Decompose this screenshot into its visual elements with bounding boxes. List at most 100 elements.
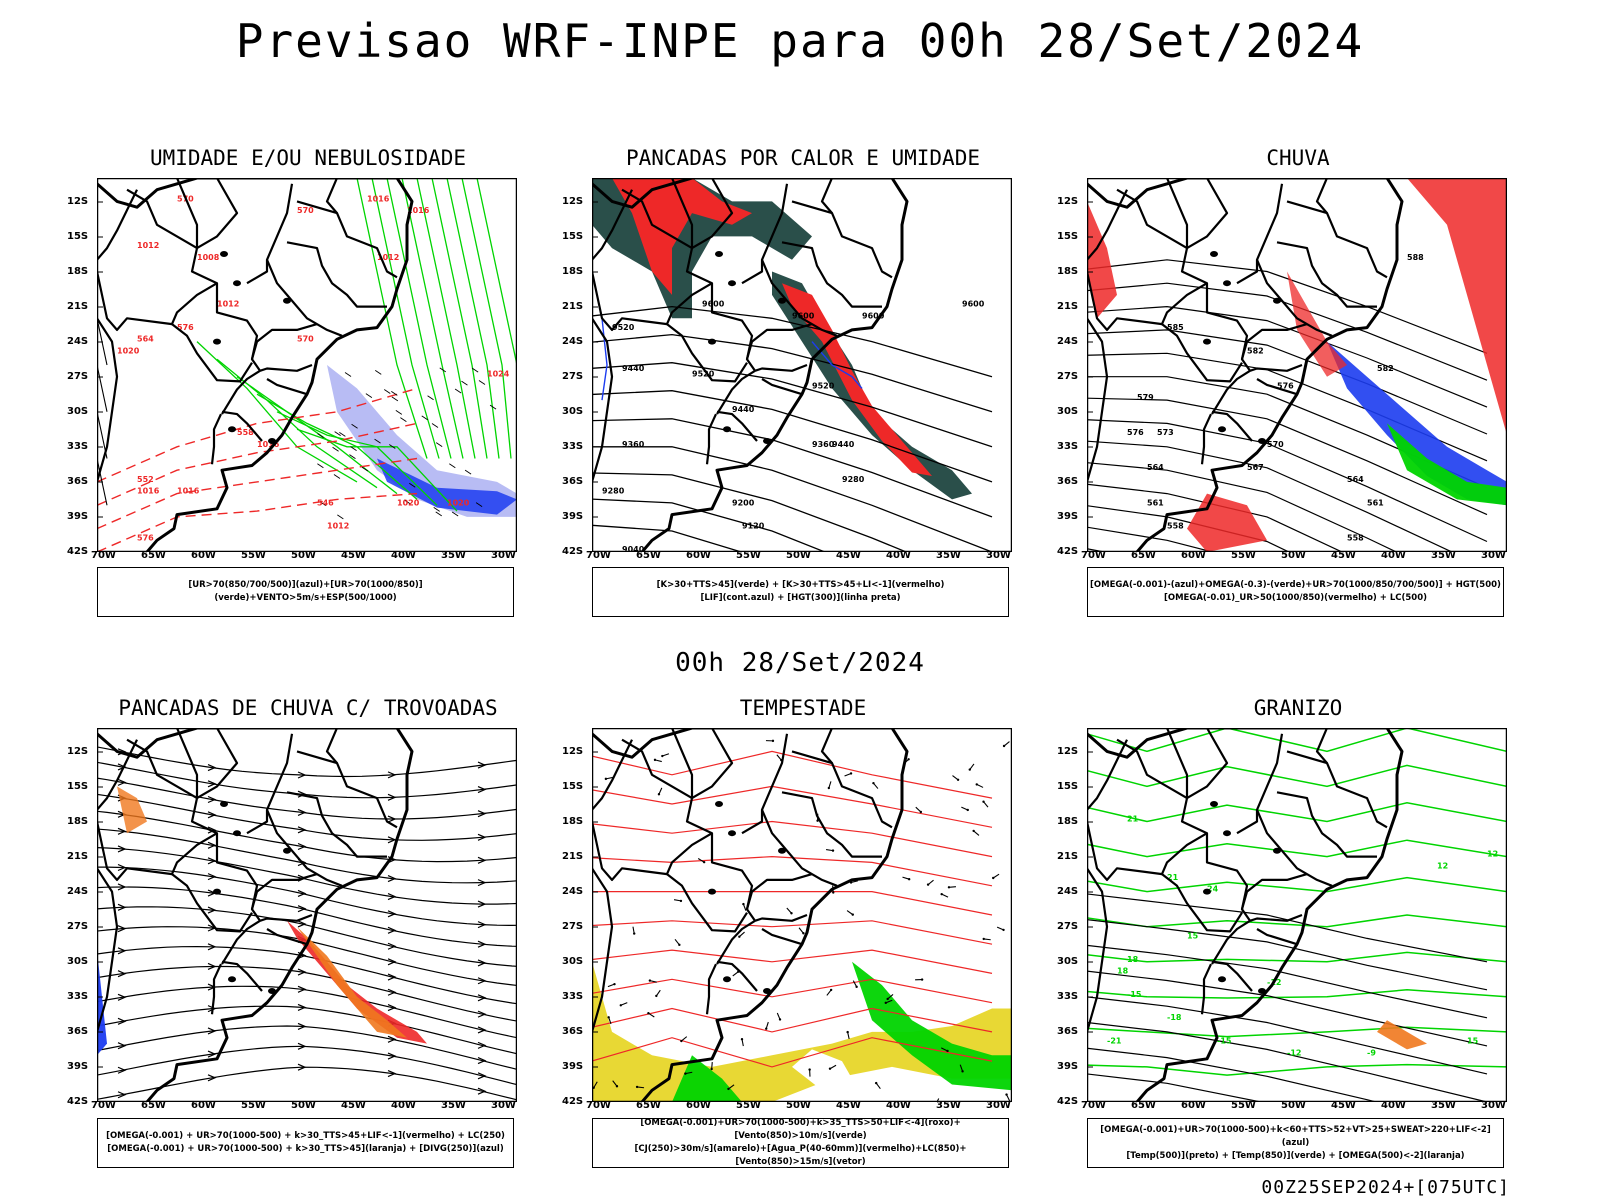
lat-tick-label: 33S [1057, 441, 1078, 452]
lat-tick-label: 24S [67, 336, 88, 347]
lat-tick-label: 18S [1057, 266, 1078, 277]
contour-label: 9520 [812, 381, 835, 390]
lon-tick-label: 35W [1431, 550, 1456, 561]
lon-tick-label: 65W [1131, 550, 1156, 561]
lat-tick-label: 12S [1057, 196, 1078, 207]
lat-tick-label: 18S [562, 816, 583, 827]
lon-tick-label: 60W [1181, 550, 1206, 561]
contour-label: 570 [297, 335, 314, 344]
contour-label: 9120 [742, 522, 765, 531]
lat-tick-label: 21S [1057, 301, 1078, 312]
legend-line: [OMEGA(-0.001) + UR>70(1000-500) + k>30_… [98, 1143, 513, 1156]
panel-title: GRANIZO [1078, 696, 1518, 720]
panel-title: TEMPESTADE [583, 696, 1023, 720]
contour-label: -21 [1107, 1037, 1122, 1046]
contour-label: 9600 [702, 300, 725, 309]
contour-label: 9360 [622, 440, 645, 449]
legend-box: [UR>70(850/700/500)](azul)+[UR>70(1000/8… [97, 567, 514, 617]
lat-tick-label: 15S [67, 781, 88, 792]
contour-label: -18 [1167, 1013, 1182, 1022]
lat-tick-label: 39S [562, 1061, 583, 1072]
lon-tick-label: 30W [491, 1100, 516, 1111]
lon-tick-label: 65W [141, 1100, 166, 1111]
lat-tick-label: 33S [67, 441, 88, 452]
lon-tick-label: 45W [1331, 1100, 1356, 1111]
lat-tick-label: 39S [1057, 511, 1078, 522]
lat-tick-label: 36S [562, 1026, 583, 1037]
lat-tick-label: 30S [562, 406, 583, 417]
lat-tick-label: 30S [67, 956, 88, 967]
lat-tick-label: 24S [67, 886, 88, 897]
contour-label: 9200 [732, 498, 755, 507]
map-panel [592, 728, 1012, 1102]
contour-label: 573 [1157, 428, 1174, 437]
lon-tick-label: 70W [91, 1100, 116, 1111]
lon-tick-label: 65W [636, 1100, 661, 1111]
lon-tick-label: 30W [1481, 550, 1506, 561]
contour-label: 1020 [397, 498, 420, 507]
contour-label: 21 [1127, 815, 1139, 824]
lat-tick-label: 27S [67, 921, 88, 932]
lon-tick-label: 40W [1381, 550, 1406, 561]
lat-tick-label: 15S [1057, 231, 1078, 242]
contour-label: 570 [297, 206, 314, 215]
lat-tick-label: 21S [67, 301, 88, 312]
contour-label: 558 [1347, 533, 1364, 542]
lon-tick-label: 65W [636, 550, 661, 561]
lon-tick-label: 40W [886, 550, 911, 561]
lat-tick-label: 12S [67, 196, 88, 207]
lon-tick-label: 45W [1331, 550, 1356, 561]
contour-label: 576 [137, 533, 154, 542]
lat-tick-label: 18S [562, 266, 583, 277]
lon-tick-label: 30W [491, 550, 516, 561]
lat-tick-label: 30S [1057, 956, 1078, 967]
lat-tick-label: 36S [562, 476, 583, 487]
lon-tick-label: 35W [936, 1100, 961, 1111]
map-panel: 21181512-12-15-18-21 -15-12 -91512182124 [1087, 728, 1507, 1102]
legend-line: [OMEGA(-0.001) + UR>70(1000-500) + k>30_… [98, 1130, 513, 1143]
lat-tick-label: 42S [1057, 546, 1078, 557]
lat-tick-label: 24S [562, 886, 583, 897]
lon-tick-label: 65W [1131, 1100, 1156, 1111]
contour-label: 582 [1247, 346, 1264, 355]
contour-label: 15 [1187, 931, 1199, 940]
contour-label: 1012 [137, 241, 159, 250]
legend-line: [Temp(500)](preto) + [Temp(850)](verde) … [1088, 1150, 1503, 1163]
panel-title: UMIDADE E/OU NEBULOSIDADE [88, 146, 528, 170]
panel-title: PANCADAS DE CHUVA C/ TROVOADAS [88, 696, 528, 720]
lat-tick-label: 36S [67, 476, 88, 487]
lat-tick-label: 15S [562, 231, 583, 242]
contour-label: 9440 [622, 364, 645, 373]
contour-label: 552 [137, 475, 154, 484]
legend-line: [LIF](cont.azul) + [HGT(300)](linha pret… [593, 592, 1008, 605]
map-panel: 588585582582579576576573570567564564561 5… [1087, 178, 1507, 552]
contour-label: 546 [317, 498, 334, 507]
lon-tick-label: 45W [341, 1100, 366, 1111]
lon-tick-label: 40W [391, 550, 416, 561]
lat-tick-label: 42S [67, 1096, 88, 1107]
lon-tick-label: 45W [341, 550, 366, 561]
contour-label: 12 [1487, 850, 1498, 859]
lon-tick-label: 30W [1481, 1100, 1506, 1111]
lat-tick-label: 30S [67, 406, 88, 417]
contour-label: 564 [137, 335, 154, 344]
lat-tick-label: 18S [67, 266, 88, 277]
contour-label: -12 [1287, 1048, 1301, 1057]
lat-tick-label: 24S [562, 336, 583, 347]
panel-title: PANCADAS POR CALOR E UMIDADE [583, 146, 1023, 170]
contour-label: 588 [1407, 253, 1424, 262]
lon-tick-label: 60W [191, 550, 216, 561]
lon-tick-label: 50W [291, 1100, 316, 1111]
lat-tick-label: 27S [562, 371, 583, 382]
legend-line: [K>30+TTS>45](verde) + [K>30+TTS>45+LI<-… [593, 579, 1008, 592]
lat-tick-label: 36S [67, 1026, 88, 1037]
lat-tick-label: 21S [562, 301, 583, 312]
contour-label: 1012 [217, 300, 239, 309]
contour-label: 561 [1367, 498, 1384, 507]
contour-label: 1016 [177, 487, 200, 496]
lat-tick-label: 12S [67, 746, 88, 757]
lat-tick-label: 12S [562, 746, 583, 757]
lon-tick-label: 60W [191, 1100, 216, 1111]
lat-tick-label: 39S [1057, 1061, 1078, 1072]
lat-tick-label: 21S [562, 851, 583, 862]
